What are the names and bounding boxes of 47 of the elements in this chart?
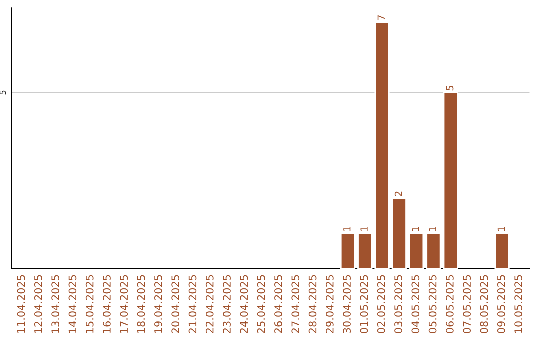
- data-label: 5: [446, 86, 454, 91]
- x-tick-label: 04.05.2025: [412, 275, 420, 334]
- x-tick-label: 18.04.2025: [137, 275, 146, 333]
- x-tick-label: 03.05.2025: [394, 275, 402, 334]
- x-tick-label: 19.04.2025: [154, 275, 162, 333]
- bar: [358, 233, 373, 269]
- x-tick-label: 28.04.2025: [308, 275, 317, 334]
- x-tick-label: 22.04.2025: [206, 275, 214, 334]
- data-label: 2: [394, 192, 402, 196]
- x-tick-label: 12.04.2025: [34, 275, 42, 333]
- x-tick-label: 20.04.2025: [172, 275, 180, 334]
- bar: [374, 22, 390, 269]
- x-tick-label: 29.04.2025: [326, 275, 334, 334]
- x-tick-label: 26.04.2025: [274, 275, 282, 334]
- data-label: 1: [412, 227, 420, 232]
- x-tick-label: 10.05.2025: [514, 275, 522, 333]
- x-tick-label: 07.05.2025: [463, 275, 472, 334]
- x-tick-label: 30.04.2025: [343, 275, 351, 334]
- x-tick-label: 02.05.2025: [377, 275, 386, 334]
- bar: [494, 233, 510, 269]
- x-tick-label: 27.04.2025: [292, 275, 300, 334]
- x-tick-label: 01.05.2025: [360, 275, 368, 334]
- bar: [409, 233, 424, 269]
- bar: [443, 92, 458, 269]
- x-tick-label: 17.04.2025: [120, 275, 128, 333]
- data-label: 1: [429, 227, 436, 232]
- x-tick-label: 06.05.2025: [446, 275, 454, 334]
- x-tick-label: 16.04.2025: [103, 275, 111, 333]
- data-label: 1: [360, 227, 368, 232]
- data-label: 7: [378, 16, 385, 20]
- bar: [340, 233, 356, 269]
- bar: [426, 233, 442, 269]
- x-tick-label: 08.05.2025: [480, 275, 488, 334]
- x-tick-label: 24.04.2025: [240, 275, 248, 334]
- x-tick-label: 23.04.2025: [223, 275, 231, 334]
- x-tick-label: 14.04.2025: [68, 275, 77, 333]
- x-tick-label: 25.04.2025: [257, 275, 266, 334]
- x-tick-label: 11.04.2025: [17, 275, 26, 333]
- data-label: 1: [498, 227, 505, 232]
- x-tick-label: 09.05.2025: [497, 275, 506, 334]
- x-tick-label: 21.04.2025: [188, 275, 197, 334]
- data-label: 1: [344, 227, 351, 232]
- x-tick-label: 15.04.2025: [86, 275, 94, 333]
- x-tick-label: 13.04.2025: [52, 275, 60, 333]
- bar: [392, 198, 407, 269]
- x-tick-label: 05.05.2025: [428, 275, 437, 334]
- ref-line-label: 5: [0, 90, 6, 95]
